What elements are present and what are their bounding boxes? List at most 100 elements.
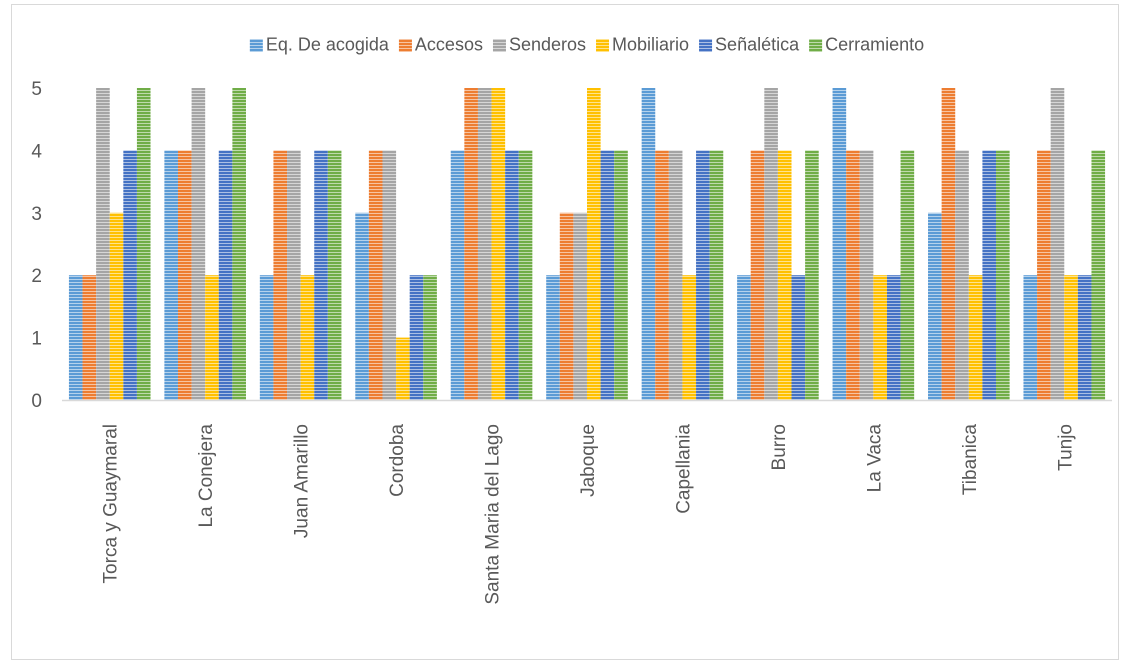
bar-capellania-senaletica	[696, 150, 710, 400]
bar-juan-amarillo-senderos	[287, 150, 301, 400]
bar-tibanica-senderos	[955, 150, 969, 400]
bar-group-burro	[737, 88, 819, 400]
bar-group-santa-maria-del-lago	[450, 88, 533, 400]
bar-la-conejera-cerramiento	[232, 88, 246, 400]
legend-item-eq-de-acogida: Eq. De acogida	[249, 35, 390, 55]
bar-torca-y-guaymaral-senaletica	[123, 150, 137, 400]
y-tick-label: 2	[31, 266, 42, 287]
x-tick-label-tibanica: Tibanica	[960, 424, 981, 496]
bar-juan-amarillo-eq-de-acogida	[259, 275, 274, 400]
bars	[68, 88, 1106, 400]
bar-group-cordoba	[355, 150, 437, 400]
bar-la-conejera-senaletica	[218, 150, 233, 400]
bar-burro-cerramiento	[805, 150, 819, 400]
bar-tunjo-accesos	[1037, 150, 1051, 400]
bar-capellania-mobiliario	[682, 275, 697, 400]
legend-swatch-accesos	[398, 39, 412, 52]
bar-burro-eq-de-acogida	[737, 275, 751, 400]
legend-swatch-mobiliario	[596, 39, 610, 52]
bar-torca-y-guaymaral-mobiliario	[109, 212, 124, 400]
legend-item-senaletica: Señalética	[699, 35, 800, 55]
bar-la-conejera-senderos	[191, 88, 206, 400]
legend-item-mobiliario: Mobiliario	[596, 35, 689, 55]
x-tick-label-torca-y-guaymaral: Torca y Guaymaral	[101, 424, 122, 583]
legend-label-eq-de-acogida: Eq. De acogida	[266, 35, 390, 55]
bar-group-juan-amarillo	[259, 150, 342, 400]
bar-cordoba-eq-de-acogida	[355, 212, 369, 400]
bar-jaboque-cerramiento	[614, 150, 628, 400]
bar-group-tunjo	[1023, 88, 1106, 400]
bar-capellania-cerramiento	[709, 150, 724, 400]
x-tick-label-juan-amarillo: Juan Amarillo	[292, 424, 313, 538]
bar-torca-y-guaymaral-eq-de-acogida	[68, 275, 83, 400]
bar-jaboque-mobiliario	[587, 88, 601, 400]
legend-label-mobiliario: Mobiliario	[612, 35, 689, 55]
bar-la-vaca-accesos	[846, 150, 860, 400]
bar-la-conejera-mobiliario	[205, 275, 219, 400]
y-tick-label: 1	[31, 329, 42, 350]
bar-burro-mobiliario	[777, 150, 792, 400]
bar-tibanica-senaletica	[982, 150, 997, 400]
bar-torca-y-guaymaral-cerramiento	[136, 88, 151, 400]
bar-group-la-conejera	[164, 88, 246, 400]
bar-cordoba-accesos	[368, 150, 383, 400]
bar-capellania-accesos	[655, 150, 669, 400]
bar-juan-amarillo-mobiliario	[300, 275, 315, 400]
legend-swatch-senaletica	[699, 39, 713, 52]
bar-cordoba-cerramiento	[423, 275, 437, 400]
bar-group-jaboque	[546, 88, 628, 400]
bar-la-vaca-senaletica	[886, 275, 901, 400]
bar-la-vaca-senderos	[859, 150, 874, 400]
legend-item-accesos: Accesos	[398, 35, 483, 55]
y-tick-label: 5	[31, 79, 42, 100]
legend-swatch-senderos	[492, 39, 506, 52]
bar-tunjo-senderos	[1050, 88, 1065, 400]
bar-cordoba-mobiliario	[396, 337, 410, 400]
bar-tibanica-accesos	[941, 88, 956, 400]
bar-jaboque-senaletica	[600, 150, 615, 400]
bar-tunjo-mobiliario	[1064, 275, 1078, 400]
y-tick-label: 0	[31, 391, 42, 412]
bar-burro-senderos	[764, 88, 778, 400]
legend-swatch-cerramiento	[809, 39, 823, 52]
x-tick-label-capellania: Capellania	[674, 424, 695, 514]
bar-santa-maria-del-lago-eq-de-acogida	[450, 150, 465, 400]
bar-capellania-eq-de-acogida	[641, 88, 656, 400]
bar-tunjo-cerramiento	[1091, 150, 1106, 400]
bar-group-capellania	[641, 88, 724, 400]
y-axis: 0 1 2 3 4 5	[31, 79, 42, 412]
bar-jaboque-accesos	[559, 212, 574, 400]
legend-item-senderos: Senderos	[492, 35, 586, 55]
legend-label-accesos: Accesos	[415, 35, 483, 55]
bar-tibanica-cerramiento	[996, 150, 1010, 400]
bar-jaboque-senderos	[573, 212, 587, 400]
bar-la-conejera-accesos	[177, 150, 192, 400]
x-tick-label-tunjo: Tunjo	[1055, 424, 1076, 471]
legend-label-cerramiento: Cerramiento	[825, 35, 924, 55]
bar-torca-y-guaymaral-accesos	[82, 275, 97, 400]
x-tick-label-santa-maria-del-lago: Santa Maria del Lago	[483, 424, 504, 605]
y-tick-label: 3	[31, 204, 42, 225]
bar-santa-maria-del-lago-senderos	[477, 88, 492, 400]
bar-tibanica-eq-de-acogida	[928, 212, 942, 400]
chart-legend: Eq. De acogida Accesos Senderos Mobiliario S…	[249, 35, 924, 55]
bar-juan-amarillo-senaletica	[314, 150, 328, 400]
bar-santa-maria-del-lago-cerramiento	[518, 150, 533, 400]
bar-tunjo-eq-de-acogida	[1023, 275, 1038, 400]
bar-tibanica-mobiliario	[968, 275, 983, 400]
legend-label-senaletica: Señalética	[715, 35, 800, 55]
bar-capellania-senderos	[668, 150, 683, 400]
legend-swatch-eq-de-acogida	[249, 39, 263, 52]
x-tick-label-burro: Burro	[769, 424, 790, 470]
bar-burro-accesos	[750, 150, 765, 400]
x-tick-label-la-conejera: La Conejera	[196, 424, 217, 528]
bar-la-vaca-cerramiento	[900, 150, 915, 400]
bar-la-vaca-eq-de-acogida	[832, 88, 847, 400]
bar-juan-amarillo-accesos	[273, 150, 288, 400]
bar-group-tibanica	[928, 88, 1010, 400]
bar-burro-senaletica	[791, 275, 806, 400]
bar-jaboque-eq-de-acogida	[546, 275, 560, 400]
bar-santa-maria-del-lago-senaletica	[505, 150, 519, 400]
bar-juan-amarillo-cerramiento	[327, 150, 342, 400]
